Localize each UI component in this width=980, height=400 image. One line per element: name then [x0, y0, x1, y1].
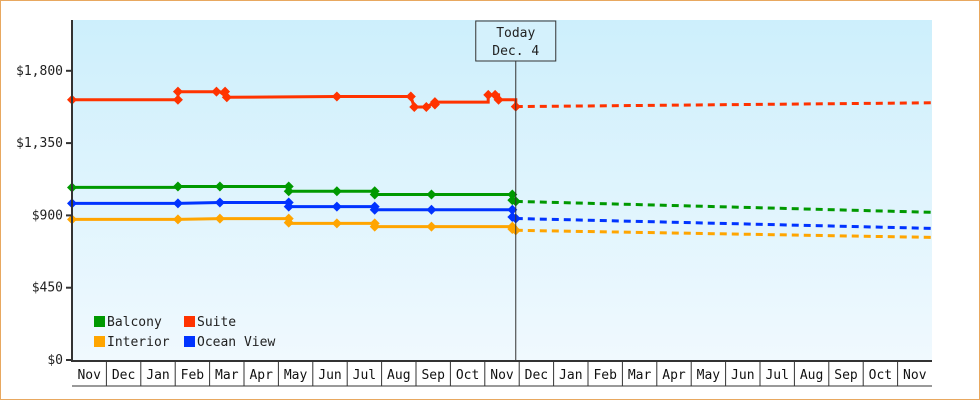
data-point-marker[interactable]	[426, 204, 437, 215]
month-label: Sep	[421, 368, 445, 383]
data-point-marker[interactable]	[483, 89, 494, 100]
legend-item-ocean-view[interactable]: Ocean View	[184, 335, 275, 350]
month-label: Mar	[215, 368, 239, 383]
month-label: Oct	[869, 368, 892, 383]
data-point-marker[interactable]	[214, 181, 225, 192]
data-point-marker[interactable]	[172, 86, 183, 97]
month-label: Apr	[249, 368, 273, 383]
today-date: Dec. 4	[492, 44, 539, 59]
data-point-marker[interactable]	[405, 91, 416, 102]
legend-swatch	[184, 316, 195, 327]
month-label: Aug	[387, 368, 410, 383]
month-label: Sep	[834, 368, 858, 383]
month-label: Nov	[77, 368, 101, 383]
month-label: Nov	[903, 368, 927, 383]
month-label: Feb	[181, 368, 205, 383]
series-layer	[67, 86, 933, 239]
month-label: Feb	[593, 368, 617, 383]
today-callout	[475, 20, 557, 62]
today-label: Today	[496, 26, 535, 41]
data-point-marker[interactable]	[331, 91, 342, 102]
data-point-marker[interactable]	[369, 204, 380, 215]
data-point-marker[interactable]	[331, 201, 342, 212]
data-point-marker[interactable]	[409, 101, 420, 112]
month-label: Jan	[146, 368, 169, 383]
data-point-marker[interactable]	[507, 204, 518, 215]
forecast-line	[515, 228, 933, 239]
month-label: Jun	[318, 368, 341, 383]
month-label: Dec	[525, 368, 548, 383]
data-point-marker[interactable]	[426, 189, 437, 200]
month-label: Nov	[490, 368, 514, 383]
month-label: Jan	[559, 368, 582, 383]
data-point-marker[interactable]	[369, 221, 380, 232]
data-point-marker[interactable]	[283, 201, 294, 212]
month-label: May	[284, 368, 308, 383]
data-point-marker[interactable]	[493, 94, 504, 105]
series-suite	[67, 86, 933, 112]
data-point-marker[interactable]	[172, 198, 183, 209]
today-marker: Today Dec. 4	[475, 20, 557, 360]
series-balcony	[67, 181, 933, 214]
data-point-marker[interactable]	[283, 217, 294, 228]
legend-swatch	[94, 316, 105, 327]
y-tick-label: $1,350	[16, 136, 63, 151]
legend-label: Interior	[107, 335, 170, 350]
y-tick-label: $900	[32, 208, 63, 223]
forecast-line	[515, 199, 933, 214]
data-point-marker[interactable]	[331, 186, 342, 197]
legend-swatch	[94, 336, 105, 347]
legend-label: Ocean View	[197, 335, 275, 350]
month-label: Aug	[800, 368, 823, 383]
y-tick-label: $450	[32, 281, 63, 296]
legend-item-balcony[interactable]: Balcony	[94, 315, 162, 330]
month-label: Dec	[112, 368, 135, 383]
legend-item-interior[interactable]: Interior	[94, 335, 170, 350]
month-label: May	[697, 368, 721, 383]
month-label: Jun	[731, 368, 754, 383]
y-tick-label: $0	[47, 353, 63, 368]
data-point-marker[interactable]	[172, 94, 183, 105]
data-point-marker[interactable]	[507, 189, 518, 200]
data-point-marker[interactable]	[369, 189, 380, 200]
y-axis: $0 $450 $900 $1,350 $1,800	[16, 20, 73, 368]
legend-swatch	[184, 336, 195, 347]
series-ocean-view	[67, 197, 933, 230]
x-axis: Nov Dec Jan Feb Mar Apr May Jun Jul Aug Sep Oct Nov D…	[71, 360, 932, 387]
data-point-marker[interactable]	[283, 186, 294, 197]
forecast-line	[515, 101, 933, 109]
data-point-marker[interactable]	[214, 197, 225, 208]
data-point-marker[interactable]	[211, 86, 222, 97]
forecast-line	[515, 217, 933, 230]
data-point-marker[interactable]	[172, 214, 183, 225]
y-tick-label: $1,800	[16, 64, 63, 79]
month-label: Apr	[662, 368, 686, 383]
legend: Balcony Suite Interior Ocean View	[94, 315, 275, 350]
data-point-marker[interactable]	[421, 101, 432, 112]
series-interior	[67, 213, 933, 239]
legend-item-suite[interactable]: Suite	[184, 315, 236, 330]
legend-label: Suite	[197, 315, 236, 330]
plot-area	[72, 20, 932, 360]
data-point-marker[interactable]	[331, 218, 342, 229]
data-point-marker[interactable]	[429, 97, 440, 108]
data-point-marker[interactable]	[426, 221, 437, 232]
data-point-marker[interactable]	[221, 92, 232, 103]
legend-label: Balcony	[107, 315, 162, 330]
month-label: Jul	[765, 368, 788, 383]
month-label: Mar	[628, 368, 652, 383]
data-point-marker[interactable]	[214, 213, 225, 224]
data-point-marker[interactable]	[172, 181, 183, 192]
month-label: Oct	[456, 368, 479, 383]
month-label: Jul	[353, 368, 376, 383]
